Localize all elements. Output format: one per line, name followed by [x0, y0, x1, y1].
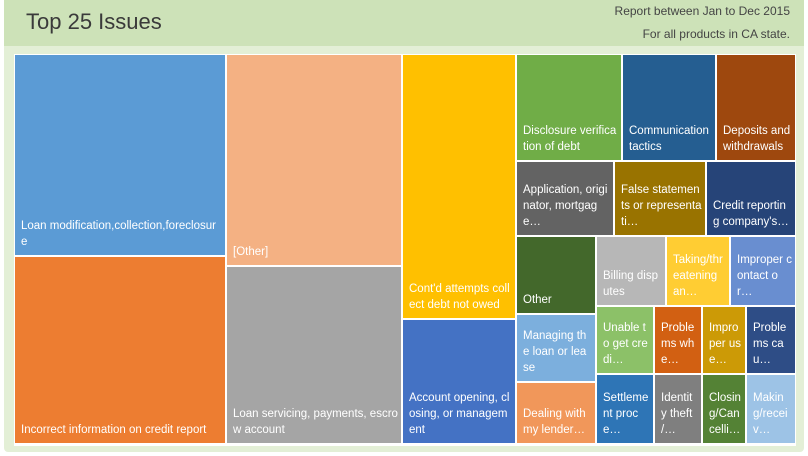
treemap-tile: Account opening, closing, or management	[403, 320, 515, 443]
treemap-tile: Cont'd attempts collect debt not owed	[403, 55, 515, 318]
treemap-tile: Disclosure verification of debt	[517, 55, 621, 160]
treemap-tile: Settlement proce…	[597, 375, 653, 443]
treemap-tile-label: Credit reporting company's…	[713, 200, 789, 228]
treemap-tile: Problems whe…	[655, 307, 701, 373]
treemap-tile: Application, originator, mortgage…	[517, 162, 613, 235]
treemap-tile: Taking/threatening an…	[667, 237, 729, 305]
treemap-tile-label: Taking/threatening an…	[673, 254, 723, 298]
treemap-tile-label: Disclosure verification of debt	[523, 125, 617, 153]
treemap-tile-label: Settlement proce…	[603, 392, 649, 436]
treemap-tile: Loan servicing, payments, escrow account	[227, 267, 401, 443]
treemap-tile: [Other]	[227, 55, 401, 265]
treemap-tile: Dealing with my lender…	[517, 383, 595, 443]
treemap-tile-label: Loan modification,collection,foreclosure	[21, 220, 216, 248]
report-scope: For all products in CA state.	[642, 27, 790, 41]
treemap-tile: Deposits and withdrawals	[717, 55, 795, 160]
treemap-tile: Improper use…	[703, 307, 745, 373]
treemap-tile-label: Improper use…	[709, 322, 741, 366]
treemap-tile: Other	[517, 237, 595, 313]
treemap-tile-label: Improper contact or…	[737, 254, 792, 298]
treemap-tile-label: Dealing with my lender…	[523, 408, 586, 436]
treemap-tile-label: Closing/Cancelli…	[709, 392, 741, 436]
chart-title: Top 25 Issues	[26, 9, 162, 34]
treemap-tile-label: Making/receiv…	[753, 392, 788, 436]
treemap-tile: Identity theft /…	[655, 375, 701, 443]
treemap-tile-label: Other	[523, 294, 552, 306]
treemap-tile-label: Problems cau…	[753, 322, 787, 366]
treemap-tile: Closing/Cancelli…	[703, 375, 745, 443]
treemap-tile-label: Problems whe…	[661, 322, 695, 366]
treemap-tile-label: Communication tactics	[629, 125, 709, 153]
treemap-tile-label: [Other]	[233, 246, 269, 258]
treemap-tile: Unable to get credi…	[597, 307, 653, 373]
treemap-tile-label: Account opening, closing, or management	[409, 392, 510, 436]
treemap-plot: Loan modification,collection,foreclosure…	[14, 54, 796, 446]
treemap-tile-label: Billing disputes	[603, 270, 658, 298]
chart-header: Top 25 Issues Report between Jan to Dec …	[4, 0, 804, 46]
treemap-tile: Incorrect information on credit report	[15, 257, 225, 443]
treemap-tile-label: Deposits and withdrawals	[723, 125, 791, 153]
treemap-tile-label: False statements or representati…	[621, 184, 702, 228]
treemap-tile: Credit reporting company's…	[707, 162, 795, 235]
treemap-tile-label: Incorrect information on credit report	[21, 424, 207, 436]
treemap-tile-label: Managing the loan or lease	[523, 330, 587, 374]
treemap-tile-label: Identity theft /…	[661, 392, 693, 436]
treemap-tile: Loan modification,collection,foreclosure	[15, 55, 225, 255]
report-period: Report between Jan to Dec 2015	[614, 4, 790, 18]
treemap-tile: Improper contact or…	[731, 237, 795, 305]
treemap-tile-label: Loan servicing, payments, escrow account	[233, 408, 398, 436]
treemap-tile-label: Application, originator, mortgage…	[523, 184, 608, 228]
treemap-tile: Making/receiv…	[747, 375, 795, 443]
treemap-tile-label: Unable to get credi…	[603, 322, 648, 366]
treemap-tile: Problems cau…	[747, 307, 795, 373]
treemap-tile-label: Cont'd attempts collect debt not owed	[409, 283, 510, 311]
treemap-tile: Billing disputes	[597, 237, 665, 305]
treemap-tile: False statements or representati…	[615, 162, 705, 235]
treemap-tile: Managing the loan or lease	[517, 315, 595, 381]
treemap-tile: Communication tactics	[623, 55, 715, 160]
